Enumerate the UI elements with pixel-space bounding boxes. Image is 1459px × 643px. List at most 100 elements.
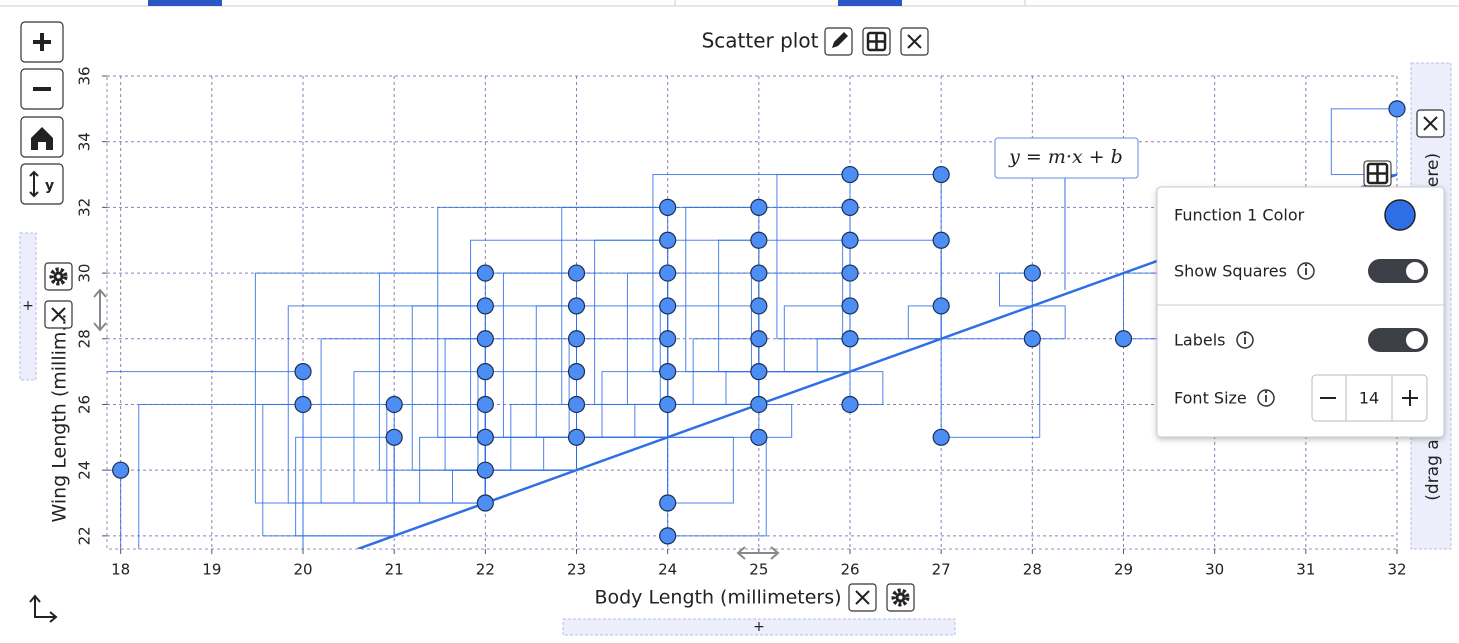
point[interactable] [659,395,677,414]
point[interactable] [476,494,494,512]
function-color-swatch[interactable] [1384,199,1416,231]
point[interactable] [1023,330,1041,348]
point[interactable] [1388,100,1406,118]
y-tick-label: 24 [76,461,94,480]
point[interactable] [567,395,586,414]
x-tick-label: 20 [293,561,312,579]
point[interactable] [841,330,859,348]
point[interactable] [750,330,768,348]
y-tick-label: 36 [76,66,94,85]
point[interactable] [476,297,494,315]
point[interactable] [841,165,859,184]
zoom-out-button[interactable] [20,68,64,110]
x-axis-remove-button[interactable] [848,583,877,612]
point[interactable] [841,198,859,216]
point[interactable] [476,363,494,381]
point[interactable] [476,264,494,282]
point[interactable] [932,428,950,446]
x-axis-drag-handle[interactable] [736,546,780,560]
table-button[interactable] [862,27,891,56]
y-tick-label: 30 [76,264,94,283]
x-tick-label: 27 [932,561,951,579]
point[interactable] [659,231,677,249]
point[interactable] [567,264,586,282]
y-axis-remove-button[interactable] [44,300,73,329]
point[interactable] [385,395,403,414]
point[interactable] [659,297,677,315]
point[interactable] [659,330,677,348]
drop-zone-plus: + [22,298,34,314]
point[interactable] [476,395,494,414]
point[interactable] [1114,330,1133,348]
drop-zone-left[interactable] [19,232,37,381]
point[interactable] [476,461,494,479]
tab-active[interactable] [148,0,222,6]
point[interactable] [750,198,768,216]
residual-square [138,403,304,549]
font-size-increase[interactable] [1402,390,1418,406]
close-button[interactable] [900,27,929,56]
point[interactable] [659,198,677,216]
point[interactable] [750,264,768,282]
y-tick-label: 32 [76,198,94,217]
residual-square [594,239,760,405]
point[interactable] [750,363,768,381]
info-icon[interactable] [1297,262,1315,280]
residual-square [750,272,851,373]
x-tick-label: 30 [1205,561,1224,579]
zoom-in-button[interactable] [20,21,64,63]
info-icon[interactable] [1236,331,1254,349]
drop-hint-bottom: (drag a [1423,439,1443,500]
point[interactable] [476,428,494,446]
point[interactable] [567,330,586,348]
point[interactable] [476,330,494,348]
x-axis-settings-button[interactable] [886,583,915,612]
point[interactable] [1023,264,1041,282]
point[interactable] [659,494,677,512]
y-axis-drag-handle[interactable] [93,288,107,332]
axis-button[interactable]: y [20,163,64,205]
equation-box[interactable] [994,137,1139,179]
axis-swap-icon[interactable] [29,594,58,623]
home-button[interactable] [20,116,64,158]
point[interactable] [932,231,950,249]
residual-square [502,272,669,438]
tab-active[interactable] [838,0,902,6]
show-squares-toggle[interactable] [1368,259,1428,283]
point[interactable] [567,297,586,315]
point[interactable] [841,231,859,249]
point[interactable] [750,297,768,315]
point[interactable] [750,395,768,414]
toggle-knob [1406,331,1424,349]
drop-hint-top: ere) [1423,153,1443,187]
point[interactable] [294,395,312,414]
point[interactable] [841,395,859,414]
info-icon[interactable] [1257,389,1275,407]
x-axis-label[interactable]: Body Length (millimeters) [594,587,841,609]
point[interactable] [294,363,312,381]
y-axis-settings-button[interactable] [44,262,73,291]
residual-square [1031,305,1066,340]
legend-close-button[interactable] [1416,109,1445,138]
point[interactable] [659,363,677,381]
point[interactable] [385,428,403,446]
legend-table-button[interactable] [1363,160,1392,187]
chart-title: Scatter plot [702,29,819,53]
point[interactable] [750,428,768,446]
point[interactable] [567,363,586,381]
point[interactable] [932,165,950,184]
point[interactable] [841,264,859,282]
edit-button[interactable] [824,27,853,56]
point[interactable] [659,264,677,282]
font-size-value[interactable]: 14 [1359,389,1379,408]
point[interactable] [659,527,677,545]
point[interactable] [841,297,859,315]
point[interactable] [567,428,586,446]
drop-zone-bottom[interactable] [562,618,956,636]
point[interactable] [750,231,768,249]
plot-area [107,108,1397,549]
labels-toggle[interactable] [1368,328,1428,352]
point[interactable] [112,461,130,479]
point[interactable] [932,297,950,315]
